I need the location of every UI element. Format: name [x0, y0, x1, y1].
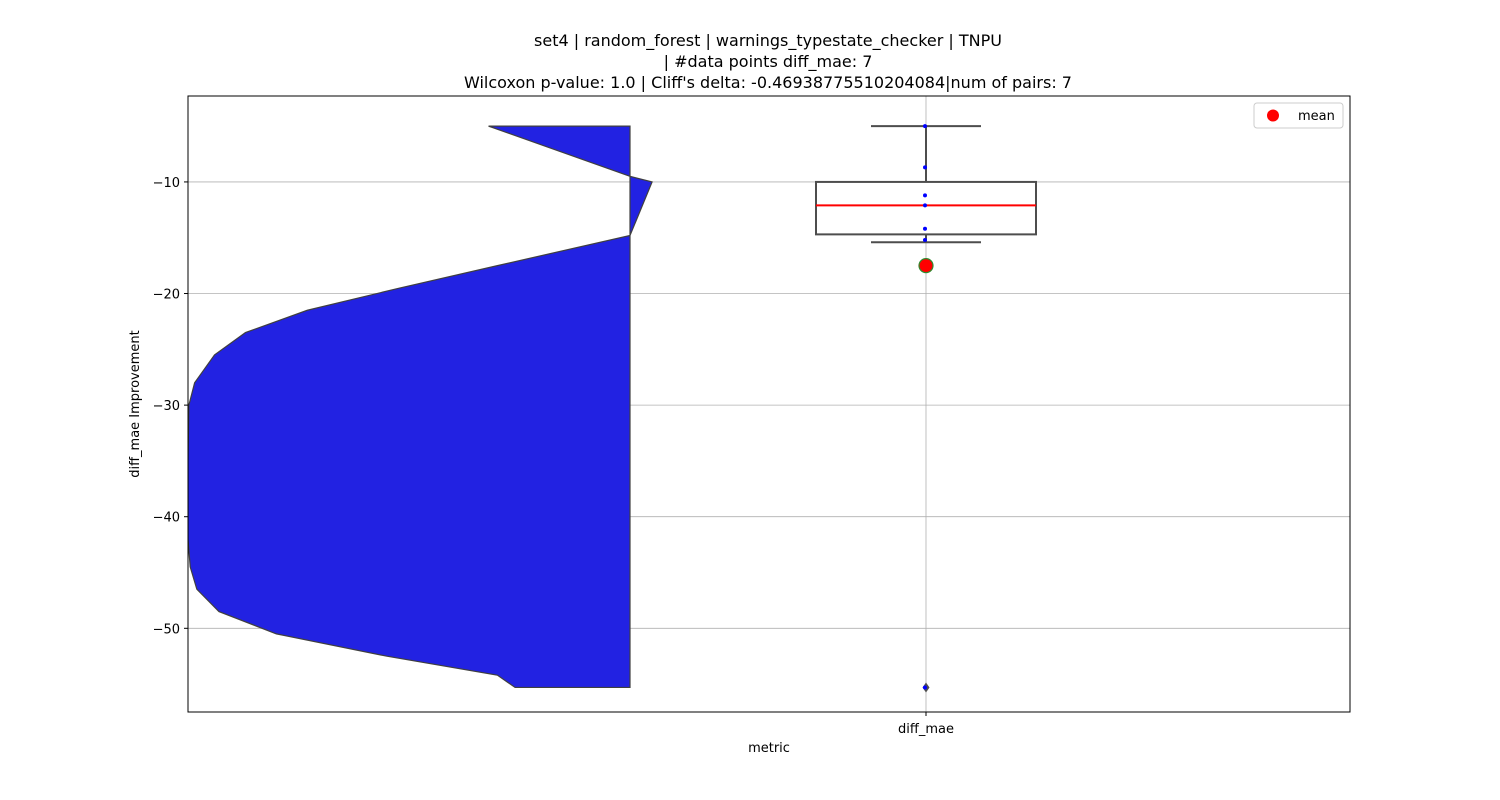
- legend: mean: [1253, 102, 1344, 129]
- data-points: [923, 124, 927, 690]
- legend-box: [1253, 102, 1344, 129]
- x-axis-ticks: diff_mae: [898, 712, 954, 737]
- data-point-6: [923, 685, 927, 690]
- data-point-3: [923, 203, 927, 208]
- violin-layer: [188, 125, 653, 689]
- data-point-1: [923, 165, 927, 170]
- box-plot: [815, 125, 1037, 693]
- plot-frame: [187, 95, 1351, 713]
- data-point-0: [923, 124, 927, 129]
- mean-marker: [918, 258, 934, 274]
- title-line-1: set4 | random_forest | warnings_typestat…: [534, 31, 1002, 51]
- data-point-5: [923, 237, 927, 242]
- title-line-2: | #data points diff_mae: 7: [664, 52, 873, 72]
- y-tick-label-1: −20: [153, 288, 180, 303]
- box-iqr: [815, 180, 1037, 236]
- legend-label-mean: mean: [1298, 109, 1335, 124]
- data-point-2: [923, 193, 927, 198]
- chart-title: set4 | random_forest | warnings_typestat…: [464, 31, 1072, 92]
- data-point-4: [923, 226, 927, 231]
- legend-marker-mean: [1267, 109, 1279, 122]
- x-tick-label-0: diff_mae: [898, 722, 954, 737]
- x-axis-label: metric: [748, 741, 790, 756]
- title-line-3: Wilcoxon p-value: 1.0 | Cliff's delta: -…: [464, 73, 1072, 92]
- y-tick-label-2: −30: [153, 399, 180, 414]
- violin-body: [188, 125, 653, 689]
- y-axis-label: diff_mae Improvement: [128, 330, 143, 478]
- y-tick-label-3: −40: [153, 511, 180, 526]
- y-tick-label-4: −50: [153, 622, 180, 637]
- y-tick-label-0: −10: [153, 176, 180, 191]
- y-axis-ticks: −10 −20 −30 −40 −50: [153, 176, 188, 637]
